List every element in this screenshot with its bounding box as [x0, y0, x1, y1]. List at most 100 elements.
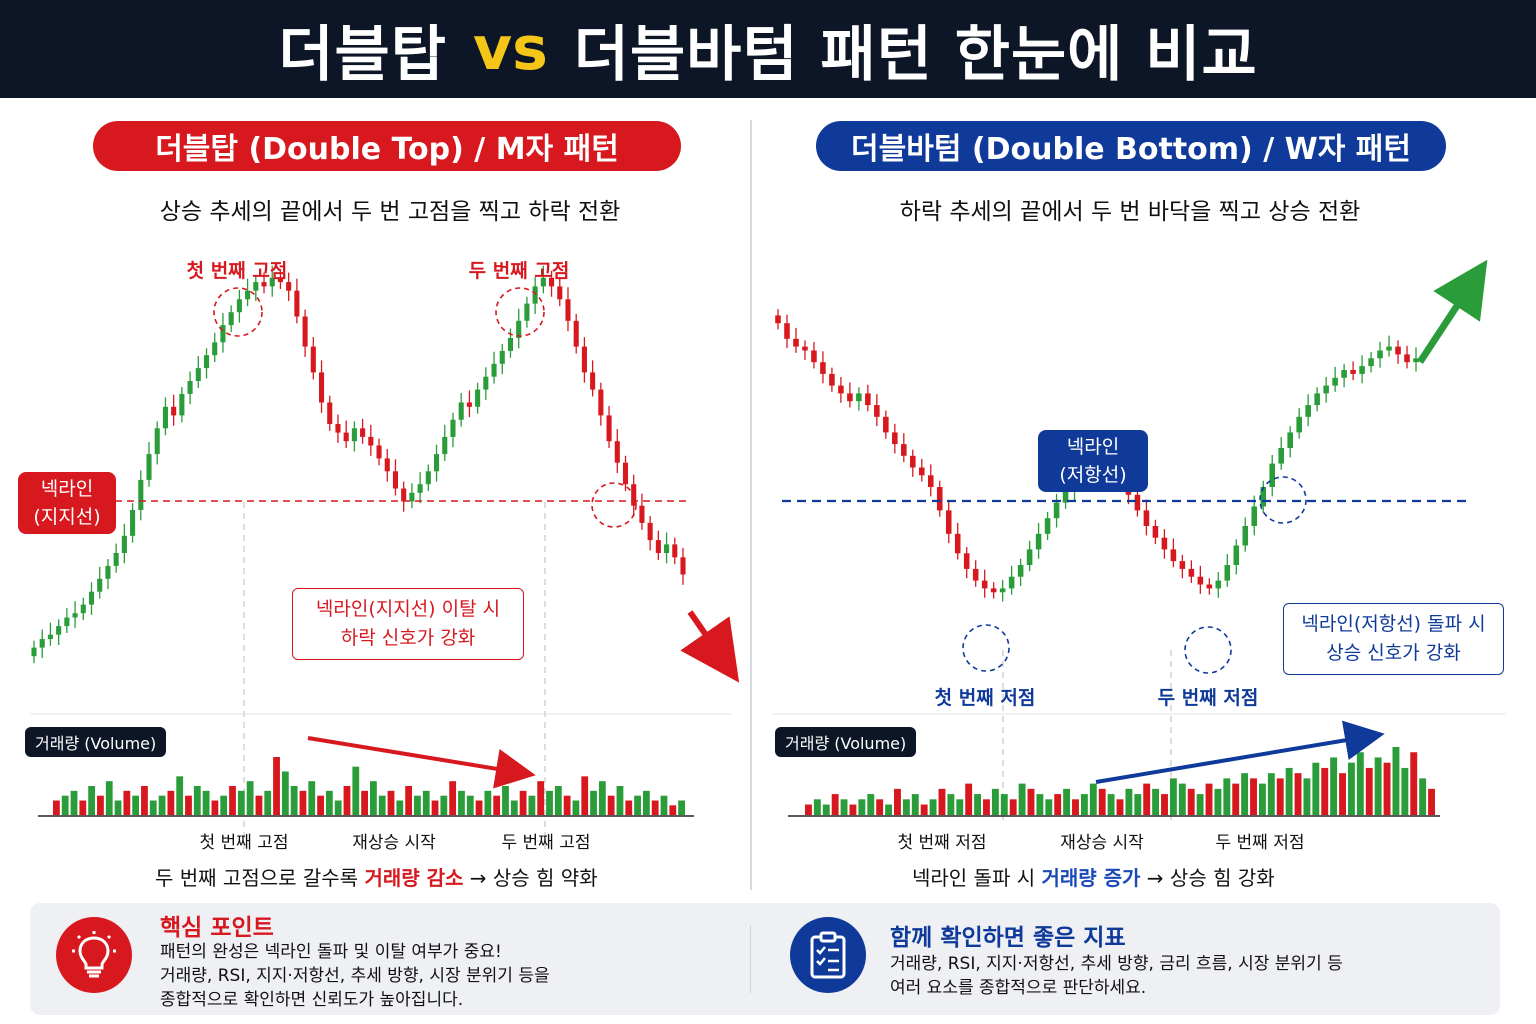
trough2-circle [1184, 626, 1232, 674]
double-bottom-candle-10 [865, 393, 871, 406]
double-bottom-volume-bar-48 [1232, 783, 1240, 815]
left-volume-badge: 거래량 (Volume) [25, 727, 167, 757]
double-bottom-volume-bar-28 [1054, 794, 1062, 815]
double-bottom-volume-bar-61 [1347, 762, 1355, 815]
double-bottom-volume-bar-23 [1009, 799, 1017, 815]
double-bottom-volume-bar-35 [1116, 799, 1124, 815]
double-bottom-volume-bar-20 [983, 799, 990, 815]
double-top-volume-bar-71 [678, 800, 685, 815]
double-top-volume-bar-19 [220, 795, 228, 815]
double-top-candle-54 [475, 389, 481, 407]
double-top-volume-bar-5 [97, 795, 104, 815]
double-bottom-candle-29 [1035, 533, 1042, 550]
double-top-volume-bar-43 [431, 800, 439, 815]
double-bottom-volume-bar-39 [1152, 788, 1160, 815]
double-top-candle-52 [458, 402, 464, 420]
double-bottom-candle-71 [1413, 358, 1419, 363]
double-top-volume-bar-47 [466, 795, 474, 815]
double-bottom-candle-19 [945, 510, 952, 534]
double-bottom-candle-55 [1269, 463, 1276, 487]
double-top-volume-bar-38 [387, 790, 395, 815]
double-top-subtitle: 상승 추세의 끝에서 두 번 고점을 찍고 하락 전환 [159, 199, 621, 225]
double-bottom-volume-bar-17 [956, 799, 964, 815]
double-top-volume-bar-62 [598, 781, 606, 815]
double-bottom-volume-bar-14 [929, 799, 937, 815]
double-top-candle-70 [606, 415, 612, 442]
double-top-candle-12 [130, 510, 136, 536]
left-caption-highlight: 거래량 감소 [364, 866, 464, 890]
double-top-volume-bar-70 [669, 805, 677, 815]
double-bottom-volume-bar-41 [1169, 778, 1177, 815]
panel-divider-line [750, 925, 751, 993]
double-top-volume-bar-8 [123, 790, 131, 815]
double-top-volume-bar-61 [590, 790, 597, 815]
double-top-volume-bar-32 [334, 800, 342, 815]
double-bottom-volume-bars [805, 747, 1435, 815]
peak2-label: 두 번째 고점 [468, 260, 570, 282]
double-bottom-candle-61 [1323, 385, 1329, 394]
double-top-candle-62 [540, 277, 546, 287]
indicators-line1: 거래량, RSI, 지지·저항선, 추세 방향, 금리 흐름, 시장 분위기 등 [890, 954, 1343, 974]
double-top-volume-bar-65 [625, 800, 633, 815]
double-bottom-candle-46 [1188, 568, 1195, 577]
double-top-candle-45 [401, 488, 407, 502]
double-bottom-candle-30 [1044, 518, 1051, 534]
double-bottom-volume-bar-2 [822, 804, 830, 815]
indicators-title: 함께 확인하면 좋은 지표 [890, 925, 1126, 951]
double-top-volume-bar-49 [484, 790, 492, 815]
title-vs: vs [472, 14, 548, 84]
double-top-volume-bar-46 [458, 790, 465, 815]
downtrend-arrow [680, 610, 740, 683]
double-bottom-volume-bar-58 [1321, 767, 1329, 815]
double-bottom-volume-bar-8 [876, 799, 884, 815]
double-top-candle-36 [327, 402, 333, 424]
double-bottom-candle-2 [793, 338, 799, 347]
double-top-candle-46 [409, 492, 415, 502]
double-top-volume-bar-50 [493, 795, 501, 815]
double-bottom-volume-bar-69 [1419, 778, 1427, 815]
double-bottom-candle-62 [1332, 377, 1338, 386]
key-points-panel [30, 903, 1500, 1015]
double-top-candle-37 [335, 424, 341, 433]
double-top-candle-43 [384, 458, 390, 472]
double-bottom-volume-bar-50 [1250, 778, 1257, 815]
double-top-candle-26 [245, 290, 251, 300]
key-points-line1: 패턴의 완성은 넥라인 돌파 및 이탈 여부가 중요! [160, 942, 502, 962]
double-bottom-candle-48 [1206, 584, 1213, 589]
double-top-volume-bar-18 [211, 800, 219, 815]
double-top-candle-56 [491, 363, 497, 377]
double-top-volume-bar-52 [510, 800, 518, 815]
support-neckline-tag: 넥라인 (지지선) [18, 472, 116, 534]
double-top-volume-bar-36 [370, 781, 377, 815]
double-bottom-volume-bar-62 [1356, 752, 1364, 815]
double-bottom-volume-bar-6 [858, 799, 866, 815]
double-bottom-volume-bar-9 [885, 804, 893, 815]
double-top-volume-bar-31 [325, 790, 333, 815]
double-top-volume-bar-2 [70, 790, 78, 815]
double-bottom-candle-26 [1008, 576, 1015, 589]
double-bottom-candle-49 [1215, 580, 1222, 589]
double-bottom-candle-18 [936, 487, 943, 511]
double-top-volume-bar-6 [105, 781, 113, 815]
double-bottom-volume-bar-63 [1365, 767, 1373, 815]
double-top-volume-bar-10 [141, 786, 148, 815]
double-bottom-volume-bar-29 [1063, 788, 1071, 815]
double-top-candle-14 [146, 454, 152, 480]
double-bottom-candle-70 [1404, 354, 1410, 363]
double-bottom-volume-bar-18 [965, 783, 973, 815]
key-points-line3: 종합적으로 확인하면 신뢰도가 높아집니다. [160, 990, 464, 1010]
double-top-candle-58 [507, 338, 514, 351]
panel-divider [750, 120, 752, 890]
double-top-candle-74 [639, 505, 645, 523]
double-bottom-candle-3 [802, 346, 808, 351]
volume-increase-arrow [1095, 720, 1385, 784]
double-top-candle-10 [113, 553, 119, 566]
double-bottom-volume-bar-13 [920, 804, 928, 815]
right-caption-highlight: 거래량 증가 [1041, 866, 1141, 890]
key-points-title: 핵심 포인트 [160, 915, 274, 941]
double-bottom-candle-27 [1017, 565, 1024, 577]
double-top-candles [31, 265, 686, 664]
double-top-volume-bar-3 [79, 800, 87, 815]
double-bottom-volume-bar-40 [1161, 794, 1168, 815]
double-top-candle-31 [286, 282, 292, 291]
